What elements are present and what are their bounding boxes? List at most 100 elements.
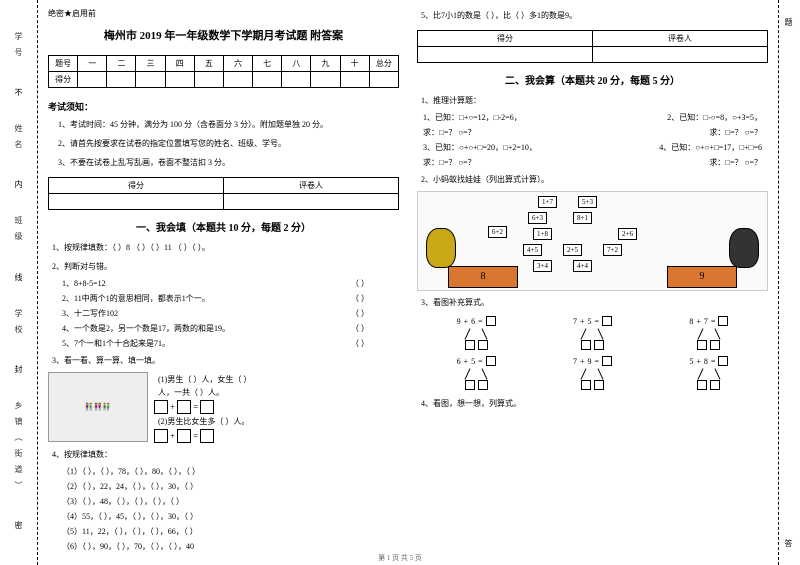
score-row2: 得分 — [49, 72, 78, 88]
q2-1: 1、推理计算题： — [421, 95, 768, 106]
card-6: 2+6 — [618, 228, 637, 240]
score-h-2: 二 — [107, 56, 136, 72]
margin-hint-1: 内 — [13, 180, 24, 192]
q1-3-boxes: += — [154, 400, 399, 414]
score-h-11: 总分 — [369, 56, 398, 72]
q1-2-2: 2、11中两个1的意思相同，都表示1个一。（ ） — [62, 293, 399, 304]
ant-illustration: 1+7 5+3 6+3 8+1 6+2 1+8 2+6 4+5 2+5 7+2 … — [417, 191, 768, 291]
mini2-h1: 评卷人 — [593, 31, 768, 47]
q2-4: 4、看图，想一想，列算式。 — [421, 398, 768, 409]
card-2: 6+3 — [528, 212, 547, 224]
notice-title: 考试须知： — [48, 100, 399, 113]
score-h-4: 四 — [165, 56, 194, 72]
score-h-6: 六 — [223, 56, 252, 72]
margin-label-0: 学号 — [13, 32, 24, 64]
mini-h1: 评卷人 — [224, 178, 399, 194]
q1-4-2: （2）（ ），22，24，（ ），（ ），30，（ ） — [62, 481, 399, 492]
score-h-5: 五 — [194, 56, 223, 72]
q1-3-a: (1)男生（ ）人，女生（ ） — [158, 374, 399, 385]
mini2-h0: 得分 — [418, 31, 593, 47]
tree-5: 5+8= — [656, 356, 762, 390]
q2-3: 3、看图补充算式。 — [421, 297, 768, 308]
platform-right: 9 — [667, 266, 737, 288]
tree-2: 8+7= — [656, 316, 762, 350]
score-h-9: 九 — [311, 56, 340, 72]
score-h-3: 三 — [136, 56, 165, 72]
table-row: 题号 一 二 三 四 五 六 七 八 九 十 总分 — [49, 56, 399, 72]
q1-2: 2、判断对与错。 — [52, 261, 399, 272]
score-h-7: 七 — [253, 56, 282, 72]
card-0: 1+7 — [538, 196, 557, 208]
section2-score-mini: 得分评卷人 — [417, 30, 768, 63]
q2-1-r0: 1、已知：□+○=12，□-2=6，2、已知：□-○=8，○+3=5， — [417, 112, 768, 123]
page-footer: 第 1 页 共 5 页 — [0, 553, 800, 563]
q1-2-3: 3、十二写作102（ ） — [62, 308, 399, 319]
section1-title: 一、我会填（本题共 10 分，每题 2 分） — [48, 219, 399, 234]
score-h-1: 一 — [78, 56, 107, 72]
score-h-10: 十 — [340, 56, 369, 72]
left-column: 绝密★启用前 梅州市 2019 年一年级数学下学期月考试题 附答案 题号 一 二… — [48, 8, 399, 557]
q1-2-4: 4、一个数是2，另一个数是17，两数的和是19。（ ） — [62, 323, 399, 334]
card-8: 2+5 — [563, 244, 582, 256]
score-table: 题号 一 二 三 四 五 六 七 八 九 十 总分 得分 — [48, 55, 399, 88]
q1-3-boxes2: += — [154, 429, 399, 443]
section1-score-mini: 得分评卷人 — [48, 177, 399, 210]
card-10: 3+4 — [533, 260, 552, 272]
tree-3: 6+5= — [423, 356, 529, 390]
students-illustration: 👫👭👬 — [48, 372, 148, 442]
tree-4: 7+9= — [539, 356, 645, 390]
score-h-8: 八 — [282, 56, 311, 72]
margin-hint-4: 密 — [13, 521, 24, 533]
q1-1: 1、按规律填数：（ ）8 （ ）（ ）11 （ ）（ ）。 — [52, 242, 399, 253]
table-row: 得分 — [49, 72, 399, 88]
q2-2: 2、小蚂蚁找娃娃（列出算式计算）。 — [421, 174, 768, 185]
right-column: 5、比7小1的数是（ ），比（ ）多1的数是9。 得分评卷人 二、我会算（本题共… — [417, 8, 768, 557]
q1-5: 5、比7小1的数是（ ），比（ ）多1的数是9。 — [421, 10, 768, 21]
margin-hint-2: 线 — [13, 273, 24, 285]
q1-4-4: （4）55，（ ），45，（ ），（ ），30，（ ） — [62, 511, 399, 522]
binding-margin: 学号 不 姓名 内 班级 线 学校 封 乡镇（街道） 密 — [0, 0, 38, 565]
card-9: 7+2 — [603, 244, 622, 256]
margin-label-1: 姓名 — [13, 124, 24, 156]
tree-0: 9+6= — [423, 316, 529, 350]
margin-label-4: 乡镇（街道） — [13, 401, 24, 497]
margin-hint-0: 不 — [13, 88, 24, 100]
card-3: 8+1 — [573, 212, 592, 224]
q1-4: 4、按规律填数： — [52, 449, 399, 460]
section2-title: 二、我会算（本题共 20 分，每题 5 分） — [417, 72, 768, 87]
q1-4-3: （3）（ ），48，（ ），（ ），（ ），（ ） — [62, 496, 399, 507]
gutter-bottom: 答 — [783, 539, 794, 547]
ant-left — [426, 228, 456, 268]
q2-1-r2: 3、已知：○+○+□=20，□+2=10，4、已知：○+○+□=17，□+□=6 — [417, 142, 768, 153]
q1-4-5: （5）11，22，（ ），（ ），（ ），66，（ ） — [62, 526, 399, 537]
notice-2: 2、请首先按要求在试卷的指定位置填写您的姓名、班级、学号。 — [58, 138, 399, 149]
secret-tag: 绝密★启用前 — [48, 8, 399, 19]
margin-hint-3: 封 — [13, 365, 24, 377]
q1-3: 3、看一看、算一算、填一填。 — [52, 355, 399, 366]
platform-left: 8 — [448, 266, 518, 288]
card-7: 4+5 — [523, 244, 542, 256]
q1-4-6: （6）（ ），90，（ ），70，（ ），（ ），40 — [62, 541, 399, 552]
notice-3: 3、不要在试卷上乱写乱画，卷面不整洁扣 3 分。 — [58, 157, 399, 168]
right-gutter: 题 答 — [778, 0, 800, 565]
page-content: 绝密★启用前 梅州市 2019 年一年级数学下学期月考试题 附答案 题号 一 二… — [38, 0, 778, 565]
q1-3-c: (2)男生比女生多（ ）人。 — [158, 416, 399, 427]
margin-label-3: 学校 — [13, 309, 24, 341]
q1-3-b: 人，一共（ ）人。 — [158, 387, 399, 398]
margin-label-2: 班级 — [13, 216, 24, 248]
q2-1-r3: 求：□=？ ○=？ 求：□=？ ○=？ — [417, 157, 768, 168]
card-5: 1+8 — [533, 228, 552, 240]
notice-1: 1、考试时间：45 分钟，满分为 100 分（含卷面分 3 分）。附加题单独 2… — [58, 119, 399, 130]
q1-2-1: 1、8+8-5=12（ ） — [62, 278, 399, 289]
q1-3-block: 👫👭👬 (1)男生（ ）人，女生（ ） 人，一共（ ）人。 += (2)男生比女… — [48, 372, 399, 443]
q2-1-r1: 求：□=？ ○=？ 求：□=？ ○=？ — [417, 127, 768, 138]
card-4: 6+2 — [488, 226, 507, 238]
trees-grid: 9+6= 7+5= 8+7= 6+5= 7+9= — [423, 316, 762, 390]
ant-right — [729, 228, 759, 268]
q1-4-1: （1）（ ），（ ），78，（ ），80，（ ），（ ） — [62, 466, 399, 477]
gutter-top: 题 — [783, 18, 794, 26]
q1-2-5: 5、7个一和1个十合起来是71。（ ） — [62, 338, 399, 349]
mini-h0: 得分 — [49, 178, 224, 194]
tree-1: 7+5= — [539, 316, 645, 350]
exam-title: 梅州市 2019 年一年级数学下学期月考试题 附答案 — [48, 27, 399, 43]
